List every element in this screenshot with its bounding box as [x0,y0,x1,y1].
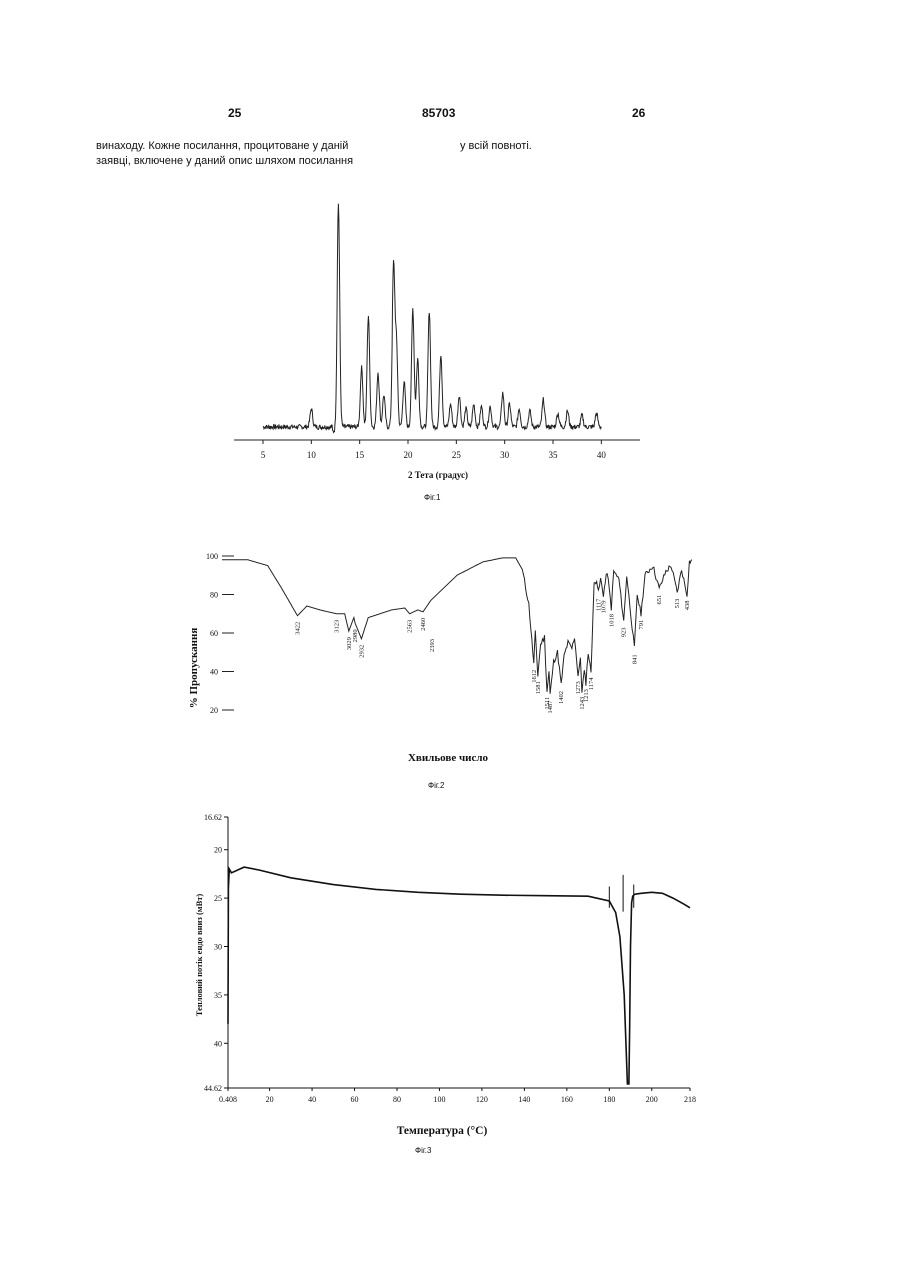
fig3-caption: Фіг.3 [415,1146,431,1155]
fig2-y-tick-label: 100 [206,552,218,561]
fig2-y-axis-label: % Пропускання [188,628,200,709]
fig2-peak-label: 2563 [407,620,414,633]
fig3-x-tick-label: 80 [393,1095,401,1104]
fig2-peak-label: 2460 [420,618,427,631]
fig1-x-tick-label: 15 [355,450,365,460]
fig1-x-tick-label: 5 [261,450,266,460]
fig2-peak-label: 1174 [588,677,595,691]
fig2-peak-label: 1079 [600,601,607,614]
fig3-y-tick-label: 30 [214,942,222,951]
text-left-line-2: заявці, включене у даний опис шляхом пос… [96,154,353,169]
fig2-peak-label: 3422 [295,622,302,635]
fig2-y-tick-label: 40 [210,668,218,677]
figure-3: 16.62 20 25 30 35 40 44.62 0.408 20 40 60 80 100 120 1… [0,805,901,1145]
fig1-x-axis-label: 2 Тета (градус) [408,470,468,480]
fig3-y-axis-label: Тепловий потік ендо вниз (мВт) [194,894,204,1017]
xrd-chart: 5 10 15 20 25 30 35 40 2 Тета (градус) [0,200,901,490]
fig2-peak-label: 1487 [547,700,554,714]
fig3-y-tick-label: 20 [214,846,222,855]
figure-1: 5 10 15 20 25 30 35 40 2 Тета (градус) [0,200,901,490]
fig2-x-axis-label: Хвильове число [408,752,489,764]
fig3-x-tick-label: 0.408 [219,1095,237,1104]
fig1-x-tick-label: 35 [549,450,559,460]
fig2-peak-label: 1612 [531,670,538,683]
figure-2: 10080604020 3422312330292932298025632393… [0,540,901,772]
fig3-y-tick-label: 25 [214,894,222,903]
fig2-peak-label: 923 [621,628,628,638]
fig2-peak-label: 1273 [575,681,582,694]
fig2-peak-label: 791 [638,620,645,630]
fig2-peak-label: 1402 [558,691,565,704]
fig3-y-tick-label: 35 [214,991,222,1000]
fig1-x-tick-label: 20 [404,450,414,460]
page-number-left: 25 [228,106,241,120]
fig3-x-tick-label: 180 [603,1095,615,1104]
fig1-x-tick-label: 40 [597,450,607,460]
fig3-y-tick-label: 44.62 [204,1084,222,1093]
text-right-line-1: у всій повноті. [460,139,532,154]
fig1-x-tick-label: 10 [307,450,317,460]
fig2-peak-label: 2932 [358,645,365,658]
ir-spectrum-line [222,558,692,694]
fig2-peak-label: 841 [631,654,638,664]
fig3-x-tick-label: 218 [684,1095,696,1104]
fig3-x-tick-label: 100 [433,1095,445,1104]
fig3-y-tick-label: 40 [214,1039,222,1048]
fig2-y-tick-label: 60 [210,629,218,638]
fig3-x-tick-label: 40 [308,1095,316,1104]
fig2-peak-label: 1581 [535,681,542,694]
dsc-curve-line [228,867,690,1084]
fig2-caption: Фіг.2 [428,781,444,790]
fig3-x-tick-label: 140 [518,1095,530,1104]
fig2-peak-label: 2980 [352,629,359,642]
fig2-peak-label: 3123 [334,620,341,633]
fig2-peak-label: 651 [656,595,663,605]
fig3-x-axis-label: Температура (°С) [397,1125,488,1137]
fig3-x-tick-label: 60 [351,1095,359,1104]
fig1-x-tick-label: 30 [500,450,510,460]
fig3-y-tick-label: 16.62 [204,813,222,822]
fig2-peak-label: 2393 [429,639,436,652]
fig3-x-tick-label: 20 [266,1095,274,1104]
fig2-peak-label: 438 [684,601,691,611]
xrd-pattern-line [263,204,601,433]
fig3-x-tick-label: 200 [646,1095,658,1104]
fig2-y-tick-label: 20 [210,706,218,715]
fig2-y-tick-label: 80 [210,591,218,600]
fig1-caption: Фіг.1 [424,493,440,502]
document-number: 85703 [422,106,455,120]
fig2-peak-label: 513 [674,599,681,609]
text-left-line-1: винаходу. Кожне посилання, процитоване у… [96,139,348,154]
ir-chart: 10080604020 3422312330292932298025632393… [0,540,901,772]
fig3-x-tick-label: 120 [476,1095,488,1104]
page-number-right: 26 [632,106,645,120]
dsc-chart: 16.62 20 25 30 35 40 44.62 0.408 20 40 60 80 100 120 1… [0,805,901,1145]
fig1-x-tick-label: 25 [452,450,462,460]
fig2-peak-label: 1018 [608,614,615,627]
fig3-x-tick-label: 160 [561,1095,573,1104]
